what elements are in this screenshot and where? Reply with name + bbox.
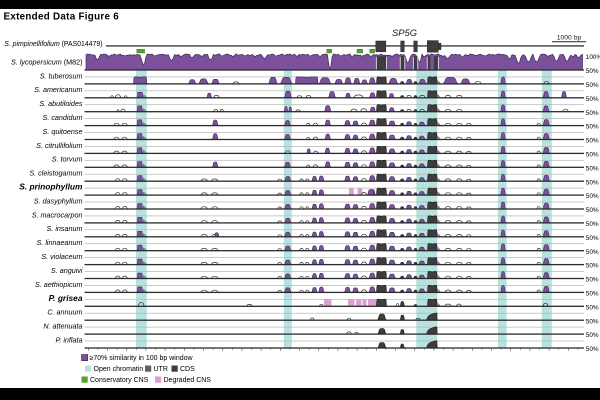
svg-text:S. aethiopicum: S. aethiopicum	[35, 280, 83, 289]
svg-text:S. cleistogamum: S. cleistogamum	[29, 169, 82, 178]
svg-text:50%: 50%	[586, 318, 599, 325]
svg-text:P. grisea: P. grisea	[49, 293, 83, 303]
svg-text:50%: 50%	[586, 152, 599, 159]
svg-text:100%: 100%	[586, 54, 600, 61]
svg-text:50%: 50%	[586, 110, 599, 117]
svg-text:Degraded CNS: Degraded CNS	[164, 377, 212, 384]
svg-text:50%: 50%	[586, 221, 599, 228]
svg-text:50%: 50%	[586, 346, 599, 353]
svg-text:S. prinophyllum: S. prinophyllum	[19, 182, 83, 192]
svg-text:P. inflata: P. inflata	[55, 335, 82, 344]
svg-text:S. tuberosum: S. tuberosum	[40, 71, 83, 80]
svg-text:50%: 50%	[586, 235, 599, 242]
svg-text:50%: 50%	[586, 193, 599, 200]
svg-text:50%: 50%	[586, 82, 599, 89]
svg-text:50%: 50%	[586, 332, 599, 339]
svg-text:S. candidum: S. candidum	[43, 113, 83, 122]
svg-text:S. pimpinellifolium (PAS014479: S. pimpinellifolium (PAS014479)	[4, 41, 102, 48]
svg-text:50%: 50%	[586, 138, 599, 145]
svg-text:C. annuum: C. annuum	[47, 308, 82, 317]
svg-text:Conservatory CNS: Conservatory CNS	[90, 377, 149, 384]
svg-text:S. torvum: S. torvum	[52, 155, 83, 164]
svg-text:50%: 50%	[586, 179, 599, 186]
svg-text:50%: 50%	[586, 68, 599, 75]
svg-text:S. americanum: S. americanum	[34, 85, 82, 94]
svg-text:Extended Data Figure 6: Extended Data Figure 6	[4, 12, 120, 23]
svg-text:50%: 50%	[586, 304, 599, 311]
svg-text:CDS: CDS	[180, 366, 195, 373]
svg-text:1000 bp: 1000 bp	[557, 35, 582, 42]
svg-text:≥70% similarity in 100 bp wind: ≥70% similarity in 100 bp window	[90, 355, 194, 362]
svg-text:50%: 50%	[586, 207, 599, 214]
svg-text:S. dasyphyllum: S. dasyphyllum	[34, 196, 83, 205]
svg-text:S. macrocarpon: S. macrocarpon	[32, 210, 83, 219]
svg-text:S. quitoense: S. quitoense	[43, 127, 83, 136]
svg-text:S. anguivi: S. anguivi	[51, 266, 83, 275]
svg-text:50%: 50%	[586, 124, 599, 131]
svg-text:Open chromatin: Open chromatin	[94, 366, 144, 373]
svg-text:50%: 50%	[586, 277, 599, 284]
svg-text:50%: 50%	[586, 291, 599, 298]
svg-text:50%: 50%	[586, 263, 599, 270]
svg-text:S. linnaeanum: S. linnaeanum	[37, 238, 83, 247]
svg-text:S. citrullifolium: S. citrullifolium	[36, 141, 82, 150]
svg-text:S. insanum: S. insanum	[47, 224, 83, 233]
svg-text:S. abutiloides: S. abutiloides	[39, 99, 83, 108]
svg-text:UTR: UTR	[154, 366, 168, 373]
svg-text:50%: 50%	[586, 96, 599, 103]
svg-text:S. lycopersicum (M82): S. lycopersicum (M82)	[11, 57, 83, 66]
svg-text:S. violaceum: S. violaceum	[41, 252, 82, 261]
svg-text:N. attenuata: N. attenuata	[43, 322, 82, 331]
svg-text:50%: 50%	[586, 249, 599, 256]
svg-text:SP5G: SP5G	[392, 27, 417, 38]
svg-text:50%: 50%	[586, 165, 599, 172]
